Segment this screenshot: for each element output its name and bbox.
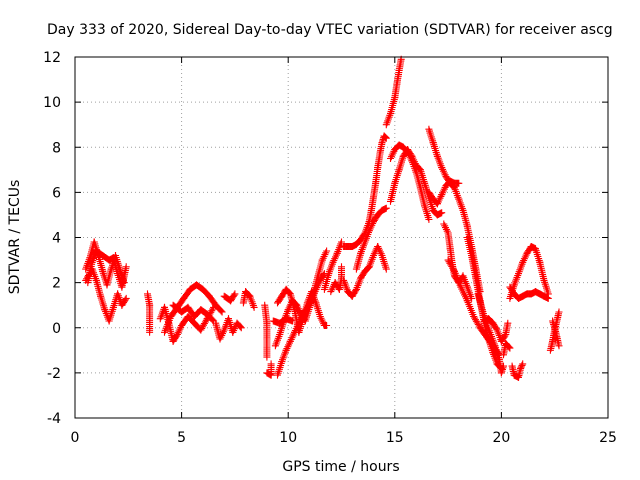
y-tick-labels: -4 -2 0 2 4 6 8 10 12 (43, 50, 61, 427)
y-tick-label: 0 (52, 321, 61, 337)
data-point (218, 308, 226, 316)
data-point (379, 137, 386, 145)
data-point (504, 319, 512, 327)
data-point (338, 263, 345, 271)
data-point (289, 317, 296, 325)
data-point (506, 294, 514, 302)
x-tick-label: 5 (177, 430, 186, 446)
data-point (492, 325, 500, 333)
axis-ticks (74, 56, 609, 419)
data-point (97, 294, 105, 302)
data-point (173, 332, 180, 340)
data-point (323, 322, 331, 329)
x-tick-labels: 0 5 10 15 20 25 (71, 430, 617, 446)
data-point (99, 300, 107, 308)
data-point (286, 289, 293, 297)
chart-title: Day 333 of 2020, Sidereal Day-to-day VTE… (47, 22, 613, 38)
data-point (236, 323, 244, 331)
data-point (146, 328, 154, 336)
data-point (498, 367, 506, 375)
data-point (237, 324, 245, 332)
data-point (209, 305, 217, 313)
data-point (517, 364, 525, 372)
y-tick-label: 10 (43, 95, 61, 111)
data-point (407, 151, 415, 159)
data-point (555, 342, 563, 350)
data-point (517, 363, 525, 371)
data-point (122, 294, 130, 302)
y-tick-label: 12 (43, 50, 61, 66)
y-tick-label: 2 (52, 276, 61, 292)
data-point (230, 291, 238, 299)
data-point (450, 266, 458, 274)
data-point (501, 332, 509, 340)
data-point (323, 247, 331, 255)
data-point (425, 215, 433, 223)
data-point (209, 316, 217, 324)
data-point (506, 344, 514, 352)
y-tick-label: 8 (52, 140, 61, 156)
data-point (352, 287, 360, 295)
x-tick-label: 15 (386, 430, 404, 446)
data-point (267, 360, 275, 368)
data-point (438, 209, 446, 217)
data-point (110, 302, 118, 309)
data-point (231, 290, 239, 298)
grid-lines (75, 57, 608, 418)
data-point (121, 296, 129, 304)
data-point (217, 307, 225, 315)
y-axis-label: SDTVAR / TECUs (7, 180, 23, 295)
data-point (338, 238, 345, 246)
data-point (505, 343, 513, 351)
x-tick-label: 0 (71, 430, 80, 446)
data-point (381, 133, 389, 141)
x-tick-label: 20 (492, 430, 510, 446)
data-point (382, 204, 390, 212)
data-point (544, 294, 552, 302)
x-tick-label: 25 (599, 430, 617, 446)
x-tick-label: 10 (279, 430, 297, 446)
data-point (276, 363, 284, 371)
data-point (122, 263, 130, 271)
data-point (320, 271, 328, 279)
y-tick-label: -2 (47, 366, 61, 382)
data-point (382, 134, 390, 141)
y-tick-label: -4 (47, 411, 61, 427)
data-point (555, 308, 563, 316)
data-points (82, 55, 563, 381)
data-point (518, 361, 526, 369)
plot-frame (74, 56, 609, 419)
y-tick-label: 4 (52, 231, 61, 247)
data-point (382, 265, 390, 273)
data-point (250, 303, 258, 311)
y-tick-label: 6 (52, 185, 61, 201)
data-point (550, 320, 558, 328)
x-axis-label: GPS time / hours (282, 459, 399, 475)
data-point (382, 134, 390, 142)
data-point (500, 362, 507, 370)
data-point (263, 353, 271, 361)
data-point (519, 360, 527, 368)
data-point (455, 179, 463, 187)
